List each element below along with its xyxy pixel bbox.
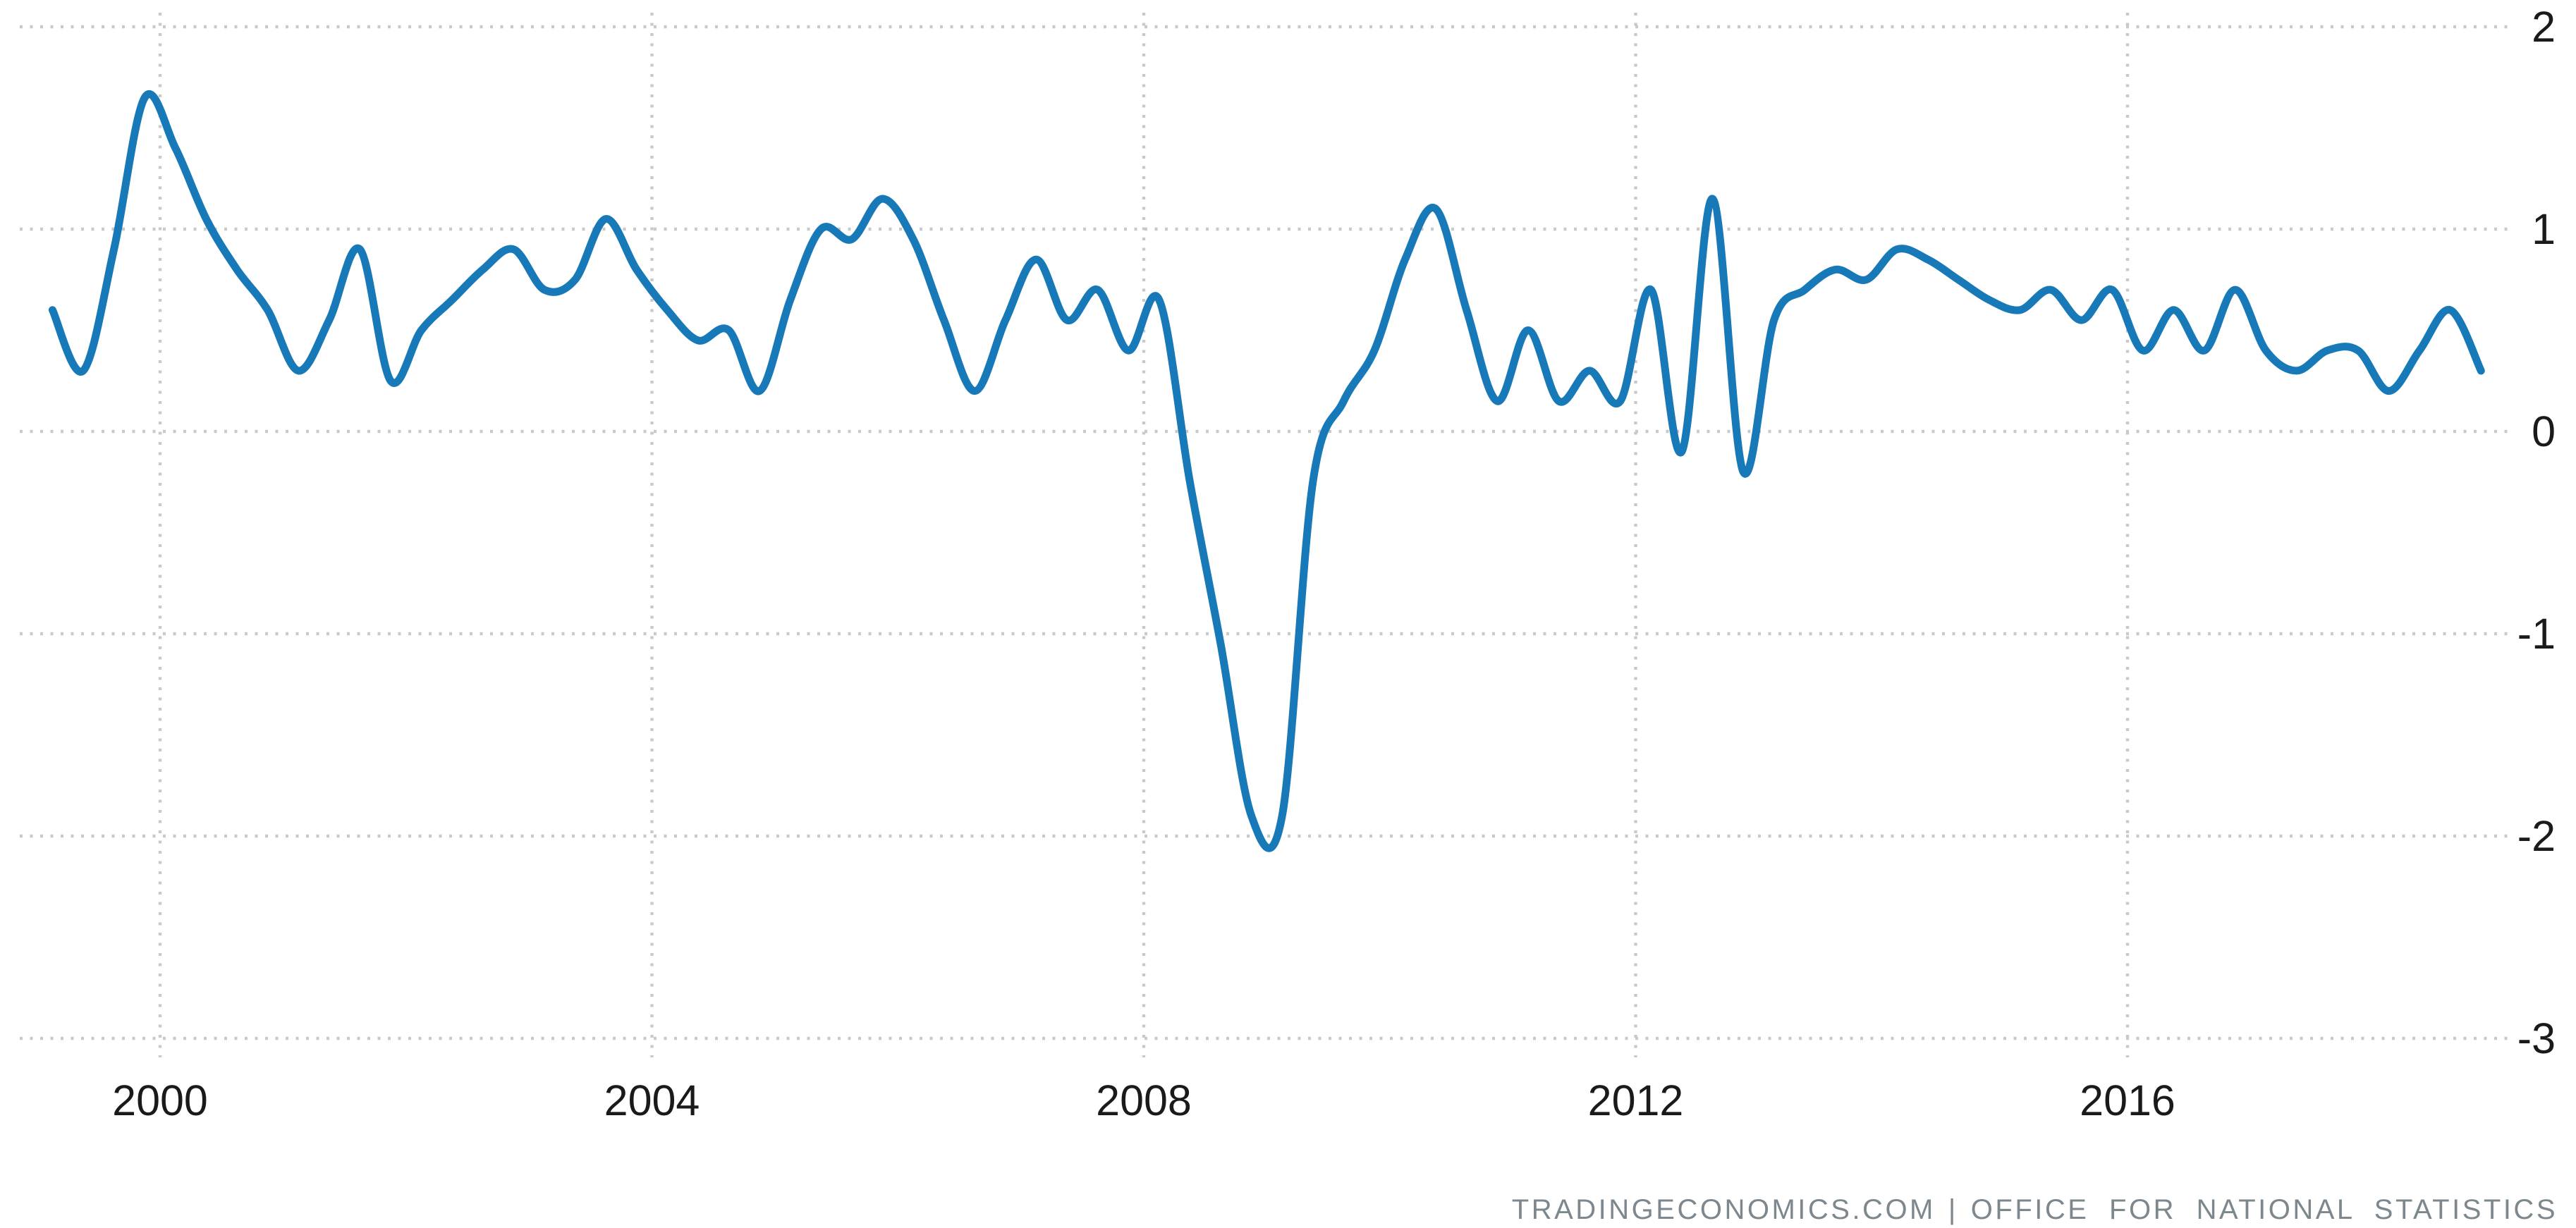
y-axis: 2 1 0 -1 -2 -3 [2517, 3, 2556, 1062]
y-axis-tick-label--1: -1 [2517, 610, 2556, 658]
attribution-separator: | [1948, 1194, 1958, 1225]
y-axis-tick-label--3: -3 [2517, 1014, 2556, 1062]
x-axis: 2000 2004 2008 2012 2016 [112, 1076, 2175, 1124]
gridlines [20, 13, 2513, 1057]
gdp-growth-series-line [48, 90, 2485, 852]
attribution-source-ons: OFFICE FOR NATIONAL STATISTICS [1970, 1194, 2558, 1225]
y-axis-tick-label--2: -2 [2517, 812, 2556, 860]
x-axis-tick-label-2008: 2008 [1096, 1076, 1192, 1124]
y-axis-tick-label-0: 0 [2532, 407, 2556, 455]
x-axis-tick-label-2012: 2012 [1588, 1076, 1684, 1124]
y-axis-tick-label-2: 2 [2532, 3, 2556, 51]
attribution-source-tradingeconomics: TRADINGECONOMICS.COM [1511, 1194, 1936, 1225]
x-axis-tick-label-2016: 2016 [2080, 1076, 2175, 1124]
attribution: TRADINGECONOMICS.COM | OFFICE FOR NATIONAL… [1512, 1194, 2558, 1226]
x-axis-tick-label-2000: 2000 [112, 1076, 208, 1124]
x-axis-tick-label-2004: 2004 [604, 1076, 700, 1124]
y-axis-tick-label-1: 1 [2532, 205, 2556, 253]
